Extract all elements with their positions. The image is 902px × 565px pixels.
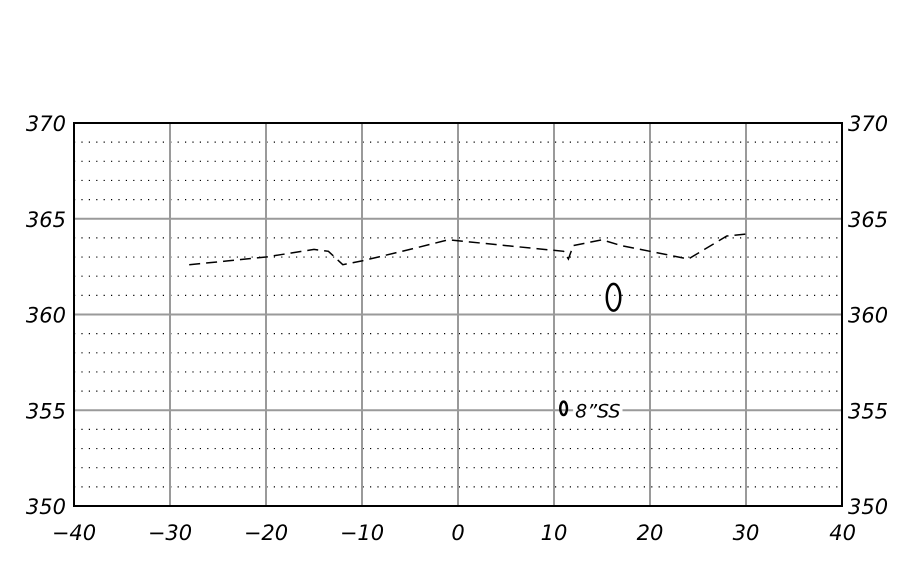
major-grid — [74, 123, 842, 506]
series-layer — [189, 233, 747, 266]
y-tick-label-right: 365 — [848, 208, 888, 232]
x-tick-label: −20 — [244, 521, 288, 545]
y-tick-label-left: 365 — [26, 208, 66, 232]
x-tick-label: −30 — [148, 521, 192, 545]
marker-layer — [558, 282, 622, 417]
series-line — [189, 233, 747, 266]
x-tick-label: 40 — [829, 521, 856, 545]
x-tick-label: 0 — [451, 521, 464, 545]
y-tick-label-right: 355 — [848, 399, 888, 423]
x-tick-label: 10 — [541, 521, 568, 545]
annotation-background — [573, 400, 623, 423]
ellipse-marker — [605, 282, 622, 312]
ellipse-marker — [558, 400, 569, 417]
y-tick-label-left: 360 — [26, 304, 66, 328]
x-tick-label: −10 — [340, 521, 384, 545]
x-tick-label: 30 — [733, 521, 760, 545]
x-tick-label: 20 — [637, 521, 664, 545]
y-tick-label-right: 370 — [848, 112, 888, 136]
y-tick-label-left: 350 — [26, 495, 66, 519]
y-axis-right-labels: 350 355 360 365 370 — [848, 112, 888, 519]
plot-frame — [73, 122, 843, 507]
y-tick-label-right: 360 — [848, 304, 888, 328]
y-tick-label-left: 370 — [26, 112, 66, 136]
x-axis-labels: −40 −30 −20 −10 0 10 20 30 40 — [52, 521, 856, 545]
y-axis-left-labels: 350 355 360 365 370 — [26, 112, 66, 519]
annotation-layer: 8”SS — [573, 400, 623, 423]
y-tick-label-right: 350 — [848, 495, 888, 519]
y-tick-label-left: 355 — [26, 399, 66, 423]
annotation-label: 8”SS — [575, 400, 620, 422]
x-tick-label: −40 — [52, 521, 96, 545]
